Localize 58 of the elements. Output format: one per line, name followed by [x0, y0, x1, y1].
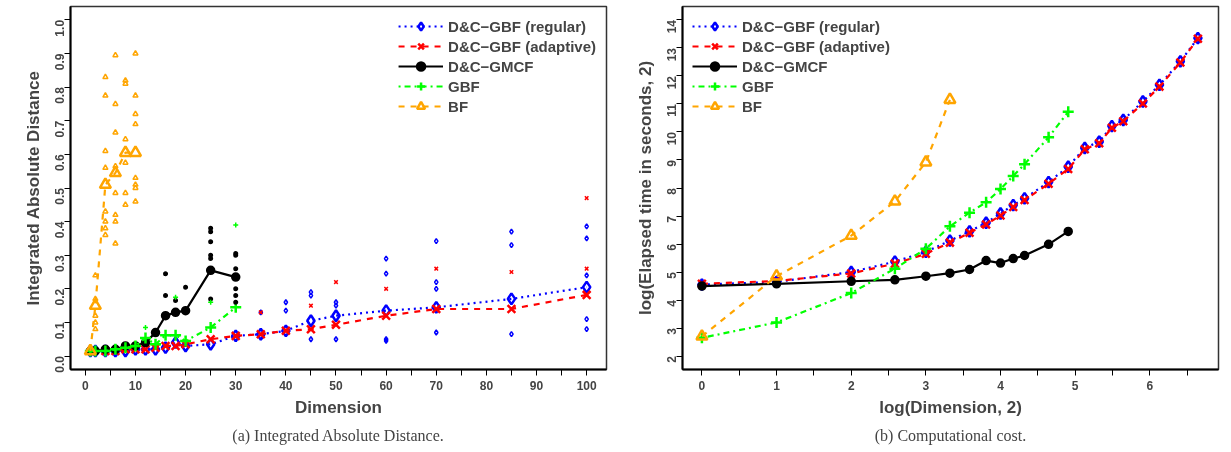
y-axis-title: Integrated Absolute Distance [23, 71, 43, 306]
y-tick-label: 4 [665, 299, 679, 307]
x-axis-title: Dimension [295, 397, 382, 417]
legend-label: D&C−GMCF [448, 57, 534, 75]
y-tick-label: 0.8 [53, 86, 67, 104]
legend-label: D&C−GBF (adaptive) [448, 37, 596, 55]
y-tick-label: 0.0 [53, 355, 67, 373]
x-tick-label: 80 [479, 378, 494, 393]
x-tick-label: 3 [922, 378, 930, 393]
x-tick-label: 30 [229, 378, 243, 393]
y-axis-title: log(Elapsed time in seconds, 2) [635, 60, 655, 316]
x-tick-label: 70 [429, 378, 444, 393]
x-tick-label: 2 [847, 378, 855, 393]
x-tick-label: 60 [379, 378, 394, 393]
text: (a) Integrated Absolute Distance. [232, 426, 444, 445]
y-tick-label: 10 [665, 131, 679, 146]
y-tick-label: 0.3 [53, 254, 67, 272]
legend-label: D&C−GMCF [742, 57, 828, 75]
y-tick-label: 1.0 [53, 19, 67, 37]
y-tick-label: 0.7 [53, 120, 67, 138]
x-tick-label: 6 [1146, 378, 1154, 393]
x-tick-label: 50 [329, 378, 343, 393]
legend-label: BF [448, 97, 469, 115]
legend-label: GBF [448, 77, 480, 95]
y-tick-label: 9 [665, 159, 679, 167]
legend-label: BF [742, 97, 762, 115]
x-tick-label: 0 [698, 378, 706, 393]
legend-label: D&C−GBF (adaptive) [742, 37, 890, 55]
y-tick-label: 7 [665, 215, 679, 223]
x-axis-title: log(Dimension, 2) [879, 397, 1022, 417]
x-tick-label: 1 [773, 378, 781, 393]
x-tick-label: 0 [82, 378, 89, 393]
y-tick-label: 8 [665, 187, 679, 195]
y-tick-label: 3 [665, 327, 679, 335]
y-tick-label: 0.2 [53, 288, 67, 306]
y-tick-label: 0.5 [53, 187, 67, 205]
legend-label: D&C−GBF (regular) [448, 17, 586, 35]
x-tick-label: 40 [279, 378, 293, 393]
text: (b) Computational cost. [874, 426, 1027, 445]
x-tick-label: 10 [128, 378, 143, 393]
y-tick-label: 13 [665, 47, 679, 62]
legend-label: GBF [742, 77, 774, 95]
y-tick-label: 2 [665, 355, 679, 363]
y-tick-label: 0.9 [53, 53, 67, 71]
y-tick-label: 5 [665, 271, 679, 279]
x-tick-label: 90 [529, 378, 544, 393]
y-tick-label: 12 [665, 75, 679, 90]
y-tick-label: 11 [665, 103, 679, 117]
y-tick-label: 14 [665, 19, 679, 34]
x-tick-label: 4 [997, 378, 1005, 393]
x-tick-label: 100 [576, 378, 597, 393]
y-tick-label: 0.4 [53, 221, 67, 239]
y-tick-label: 0.6 [53, 154, 67, 172]
y-tick-label: 0.1 [53, 322, 67, 340]
x-tick-label: 5 [1071, 378, 1079, 393]
x-tick-label: 20 [178, 378, 193, 393]
legend-label: D&C−GBF (regular) [742, 17, 880, 35]
y-tick-label: 6 [665, 243, 679, 251]
